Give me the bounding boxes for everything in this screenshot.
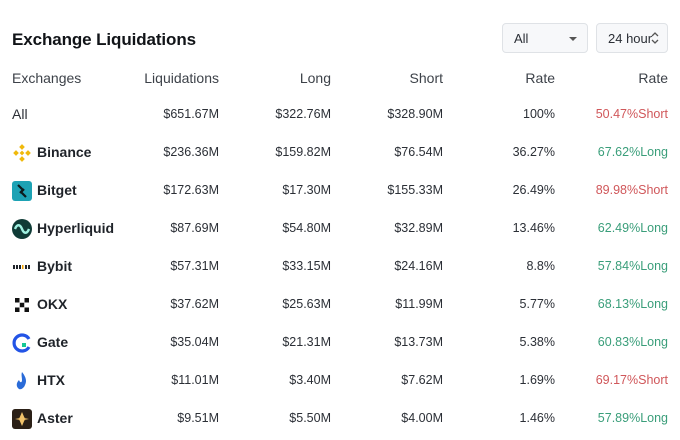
- bybit-icon: [13, 265, 30, 269]
- short-value: $32.89M: [394, 221, 443, 235]
- page-header: Exchange Liquidations All 24 hour: [0, 0, 680, 72]
- table-row[interactable]: HTX $11.01M $3.40M $7.62M 1.69% 69.17%Sh…: [0, 362, 680, 400]
- rate-value: 100%: [523, 107, 555, 121]
- long-value: $322.76M: [275, 107, 331, 121]
- gate-icon: [12, 333, 31, 353]
- column-header-rate[interactable]: Rate: [525, 70, 555, 86]
- column-header-side-rate: Rate: [638, 70, 668, 86]
- long-value: $159.82M: [275, 145, 331, 159]
- long-value: $17.30M: [282, 183, 331, 197]
- table-row[interactable]: OKX $37.62M $25.63M $11.99M 5.77% 68.13%…: [0, 286, 680, 324]
- side-rate-value: 62.49%Long: [597, 221, 668, 235]
- short-value: $11.99M: [395, 297, 443, 311]
- liquidations-value: $87.69M: [170, 221, 219, 235]
- short-value: $24.16M: [394, 259, 443, 273]
- table-row[interactable]: Hyperliquid $87.69M $54.80M $32.89M 13.4…: [0, 210, 680, 248]
- okx-icon: [15, 298, 29, 312]
- aster-icon: [12, 409, 32, 429]
- rate-value: 5.77%: [519, 297, 555, 311]
- table-row[interactable]: Bybit $57.31M $33.15M $24.16M 8.8% 57.84…: [0, 248, 680, 286]
- short-value: $76.54M: [394, 145, 443, 159]
- long-value: $25.63M: [282, 297, 331, 311]
- hyperliquid-icon: [12, 219, 32, 239]
- table-row[interactable]: Gate $35.04M $21.31M $13.73M 5.38% 60.83…: [0, 324, 680, 362]
- liquidations-value: $651.67M: [163, 107, 219, 121]
- rate-value: 13.46%: [512, 221, 555, 235]
- short-value: $155.33M: [387, 183, 443, 197]
- rate-value: 26.49%: [512, 183, 555, 197]
- exchange-name: Bybit: [37, 258, 72, 274]
- htx-icon: [16, 372, 26, 390]
- chevron-down-icon: [569, 37, 577, 41]
- column-header-short[interactable]: Short: [409, 70, 443, 86]
- short-value: $328.90M: [387, 107, 443, 121]
- column-header-exchanges: Exchanges: [12, 70, 82, 86]
- exchange-name: Bitget: [37, 182, 77, 198]
- side-rate-value: 89.98%Short: [595, 183, 668, 197]
- rate-value: 36.27%: [512, 145, 555, 159]
- rate-value: 1.69%: [519, 373, 555, 387]
- side-rate-value: 50.47%Short: [595, 107, 668, 121]
- table-row[interactable]: Binance $236.36M $159.82M $76.54M 36.27%…: [0, 134, 680, 172]
- side-rate-value: 57.84%Long: [597, 259, 668, 273]
- side-rate-value: 68.13%Long: [597, 297, 668, 311]
- long-value: $33.15M: [282, 259, 331, 273]
- rate-value: 5.38%: [519, 335, 555, 349]
- binance-icon: [13, 144, 31, 162]
- exchange-name: All: [12, 106, 28, 122]
- table-row[interactable]: All $651.67M $322.76M $328.90M 100% 50.4…: [0, 96, 680, 134]
- short-value: $7.62M: [401, 373, 443, 387]
- up-down-chevron-icon: [651, 32, 659, 44]
- long-value: $5.50M: [289, 411, 331, 425]
- short-value: $4.00M: [401, 411, 443, 425]
- side-rate-value: 67.62%Long: [597, 145, 668, 159]
- liquidations-value: $35.04M: [170, 335, 219, 349]
- liquidations-value: $37.62M: [170, 297, 219, 311]
- side-rate-value: 69.17%Short: [595, 373, 668, 387]
- exchange-name: Gate: [37, 334, 69, 350]
- long-value: $54.80M: [282, 221, 331, 235]
- bitget-icon: [12, 181, 32, 201]
- liquidations-value: $172.63M: [163, 183, 219, 197]
- liquidations-value: $11.01M: [171, 373, 219, 387]
- exchange-name: OKX: [37, 296, 68, 312]
- table-row[interactable]: Bitget $172.63M $17.30M $155.33M 26.49% …: [0, 172, 680, 210]
- long-value: $3.40M: [289, 373, 331, 387]
- table-row[interactable]: Aster $9.51M $5.50M $4.00M 1.46% 57.89%L…: [0, 400, 680, 438]
- rate-value: 1.46%: [519, 411, 555, 425]
- short-value: $13.73M: [394, 335, 443, 349]
- exchange-filter-select[interactable]: All: [502, 23, 588, 53]
- rate-value: 8.8%: [526, 259, 556, 273]
- table-header: Exchanges Liquidations Long Short Rate R…: [0, 66, 680, 92]
- side-rate-value: 60.83%Long: [597, 335, 668, 349]
- exchange-name: Aster: [37, 410, 73, 426]
- column-header-long[interactable]: Long: [299, 70, 331, 86]
- liquidations-value: $9.51M: [177, 411, 219, 425]
- exchange-name: Hyperliquid: [37, 220, 115, 236]
- side-rate-value: 57.89%Long: [597, 411, 668, 425]
- liquidations-value: $236.36M: [163, 145, 219, 159]
- page-title: Exchange Liquidations: [12, 30, 196, 49]
- time-range-value: 24 hour: [608, 31, 653, 46]
- exchange-name: HTX: [37, 372, 65, 388]
- exchange-name: Binance: [37, 144, 92, 160]
- column-header-liquidations[interactable]: Liquidations: [144, 70, 219, 86]
- long-value: $21.31M: [282, 335, 331, 349]
- liquidations-value: $57.31M: [170, 259, 219, 273]
- time-range-select[interactable]: 24 hour: [596, 23, 668, 53]
- exchange-filter-value: All: [514, 31, 529, 46]
